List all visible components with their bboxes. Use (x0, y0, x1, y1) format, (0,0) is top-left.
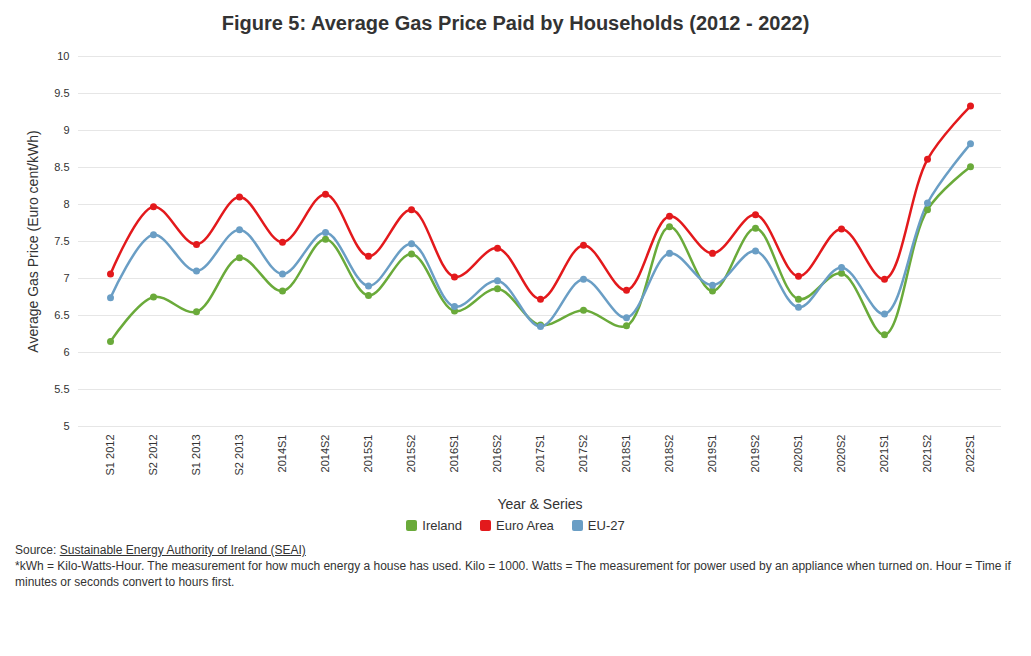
svg-text:2014S1: 2014S1 (276, 435, 288, 473)
svg-text:10: 10 (57, 50, 69, 62)
svg-text:7: 7 (63, 272, 69, 284)
svg-text:S1 2012: S1 2012 (104, 435, 116, 476)
svg-text:9.5: 9.5 (54, 87, 69, 99)
svg-text:2021S1: 2021S1 (878, 435, 890, 473)
svg-text:S2 2012: S2 2012 (147, 435, 159, 476)
svg-text:7.5: 7.5 (54, 235, 69, 247)
svg-text:2019S1: 2019S1 (706, 435, 718, 473)
svg-text:S2 2013: S2 2013 (233, 435, 245, 476)
svg-text:6: 6 (63, 346, 69, 358)
html-text:Euro Area: Euro Area (496, 517, 554, 533)
svg-text:2020S1: 2020S1 (792, 435, 804, 473)
svg-text:9: 9 (63, 124, 69, 136)
html-text:EU-27: EU-27 (587, 517, 625, 533)
svg-text:Average Gas Price (Euro cent/k: Average Gas Price (Euro cent/kWh) (25, 130, 41, 352)
svg-text:8: 8 (63, 198, 69, 210)
html-text:*kWh = Kilo-Watts-Hour. The me: *kWh = Kilo-Watts-Hour. The measurement … (15, 559, 1011, 589)
svg-text:2016S2: 2016S2 (491, 435, 503, 473)
html-text:Ireland: Ireland (422, 517, 462, 533)
svg-text:2014S2: 2014S2 (319, 435, 331, 473)
svg-text:2015S2: 2015S2 (405, 435, 417, 473)
svg-text:2016S1: 2016S1 (448, 435, 460, 473)
svg-text:2015S1: 2015S1 (362, 435, 374, 473)
svg-text:2020S2: 2020S2 (835, 435, 847, 473)
html-text:Source: Sustainable Energy Aut: Source: Sustainable Energy Authority of … (15, 543, 306, 557)
svg-text:5: 5 (63, 420, 69, 432)
svg-text:2018S1: 2018S1 (620, 435, 632, 473)
html-text:Figure 5: Average Gas Price Pa: Figure 5: Average Gas Price Paid by Hous… (221, 12, 810, 34)
svg-text:S1 2013: S1 2013 (190, 435, 202, 476)
svg-text:2021S2: 2021S2 (921, 435, 933, 473)
svg-text:2018S2: 2018S2 (663, 435, 675, 473)
svg-text:Year & Series: Year & Series (497, 496, 582, 512)
svg-text:8.5: 8.5 (54, 161, 69, 173)
svg-text:6.5: 6.5 (54, 309, 69, 321)
svg-text:2022S1: 2022S1 (964, 435, 976, 473)
svg-text:2017S2: 2017S2 (577, 435, 589, 473)
svg-text:2017S1: 2017S1 (534, 435, 546, 473)
svg-text:5.5: 5.5 (54, 383, 69, 395)
svg-text:2019S2: 2019S2 (749, 435, 761, 473)
